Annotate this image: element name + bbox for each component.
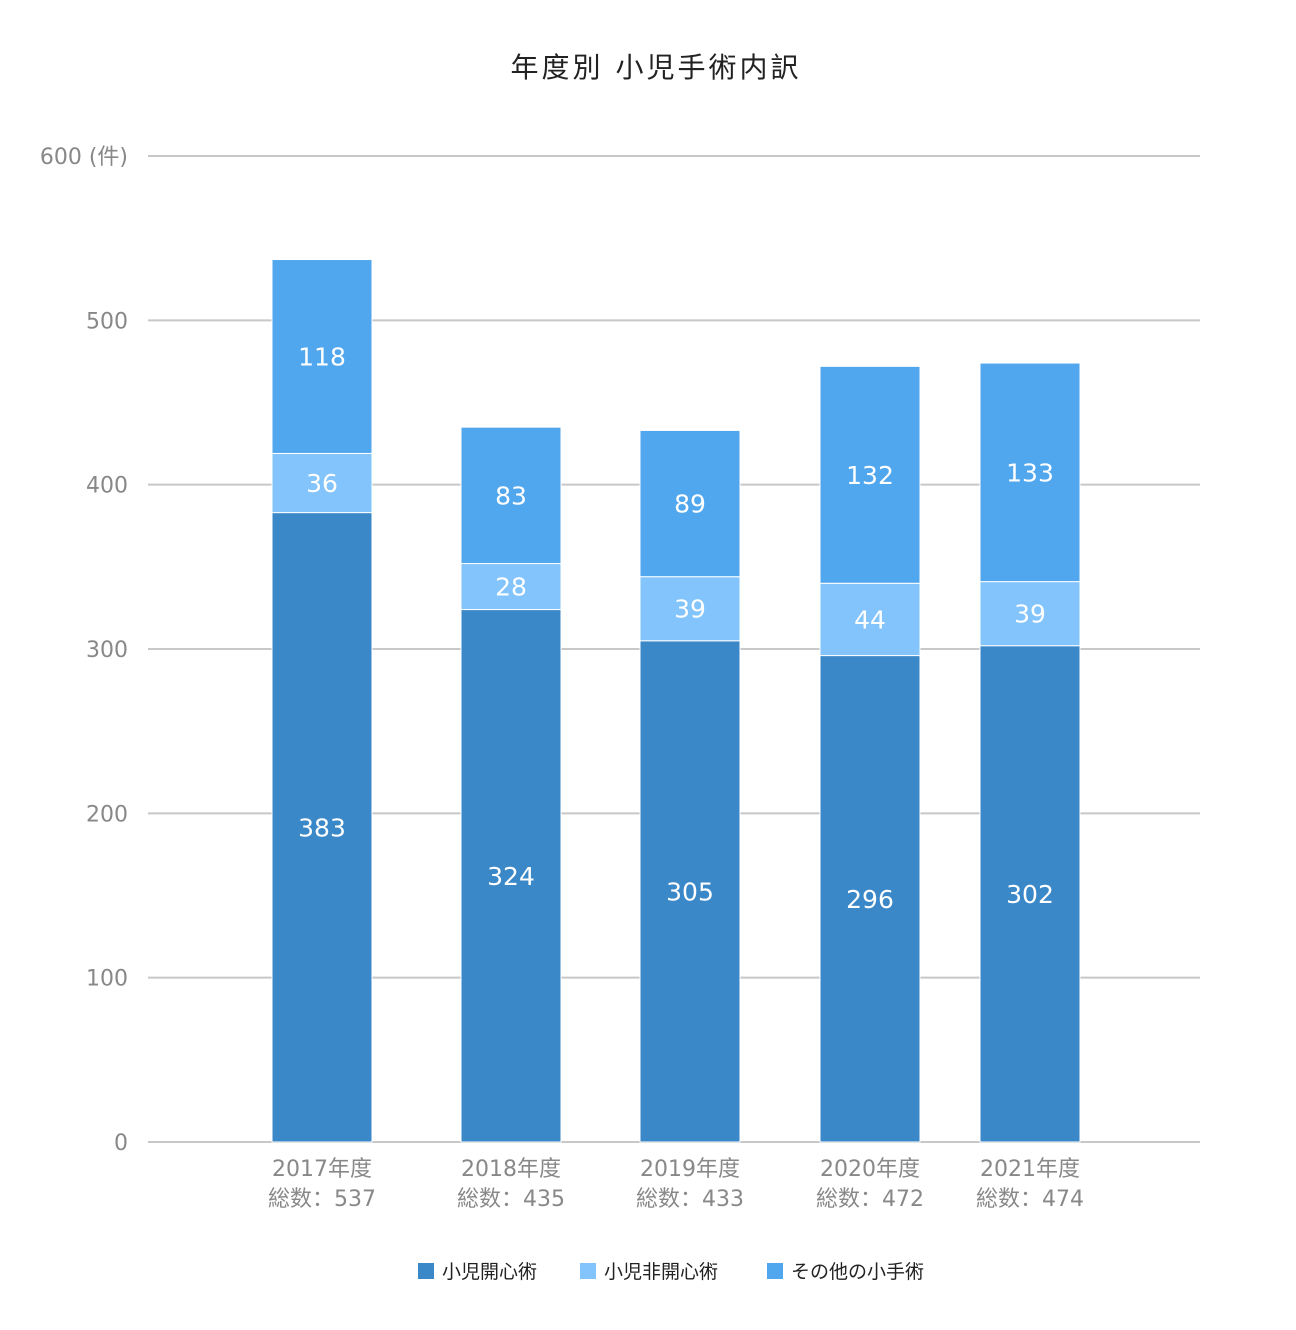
total-label: 総数：537 (268, 1187, 376, 1212)
bar-segment (639, 640, 741, 1143)
bar-segment (819, 655, 921, 1143)
bar-segment (979, 645, 1081, 1143)
bar-segment (979, 362, 1081, 583)
bar-segment (979, 581, 1081, 647)
bar-segment (460, 609, 562, 1143)
data-label: 305 (666, 877, 714, 906)
x-tick-label: 2019年度 (640, 1157, 740, 1182)
y-tick-label: 0 (114, 1131, 128, 1156)
bar-segment (819, 365, 921, 584)
bar-segment (271, 512, 373, 1143)
data-label: 28 (495, 573, 527, 602)
y-tick-label: 200 (86, 802, 128, 827)
bar-segment (271, 259, 373, 454)
bar-segment (639, 576, 741, 642)
data-label: 296 (846, 885, 894, 914)
bar-segment (271, 452, 373, 514)
legend-swatch (418, 1263, 434, 1279)
bars: 383 36 118 324 28 83 305 39 89 296 44 132 302 39 133 (271, 259, 1081, 1143)
total-label: 総数：435 (457, 1187, 565, 1212)
y-tick-label: 400 (86, 474, 128, 499)
total-label: 総数：474 (976, 1187, 1084, 1212)
y-tick-label: 500 (86, 309, 128, 334)
legend-label: 小児非開心術 (604, 1261, 718, 1283)
data-label: 36 (306, 469, 338, 498)
y-axis-ticks: 0 100 200 300 400 500 600 (件) (40, 145, 128, 1156)
chart-title: 年度別 小児手術内訳 (511, 51, 802, 84)
bar-segment (460, 563, 562, 611)
legend-swatch (580, 1263, 596, 1279)
y-tick-label: 100 (86, 967, 128, 992)
y-tick-label: 300 (86, 638, 128, 663)
legend: 小児開心術 小児非開心術 その他の小手術 (418, 1261, 924, 1283)
x-tick-label: 2017年度 (272, 1157, 372, 1182)
bar-segment (460, 426, 562, 565)
data-label: 133 (1006, 458, 1054, 487)
data-label: 132 (846, 461, 894, 490)
data-label: 89 (674, 490, 706, 519)
y-tick-label: 600 (件) (40, 145, 128, 170)
legend-label: その他の小手術 (791, 1261, 924, 1283)
bar-segment (819, 582, 921, 657)
total-label: 総数：472 (816, 1187, 924, 1212)
x-tick-label: 2020年度 (820, 1157, 920, 1182)
data-label: 302 (1006, 880, 1054, 909)
data-label: 324 (487, 862, 535, 891)
data-label: 44 (854, 605, 886, 634)
x-tick-label: 2018年度 (461, 1157, 561, 1182)
legend-label: 小児開心術 (442, 1261, 537, 1283)
x-tick-label: 2021年度 (980, 1157, 1080, 1182)
bar-segment (639, 429, 741, 578)
data-label: 39 (1014, 600, 1046, 629)
data-label: 383 (298, 813, 346, 842)
data-label: 118 (298, 342, 346, 371)
total-label: 総数：433 (636, 1187, 744, 1212)
legend-swatch (767, 1263, 783, 1279)
data-label: 39 (674, 595, 706, 624)
data-label: 83 (495, 481, 527, 510)
